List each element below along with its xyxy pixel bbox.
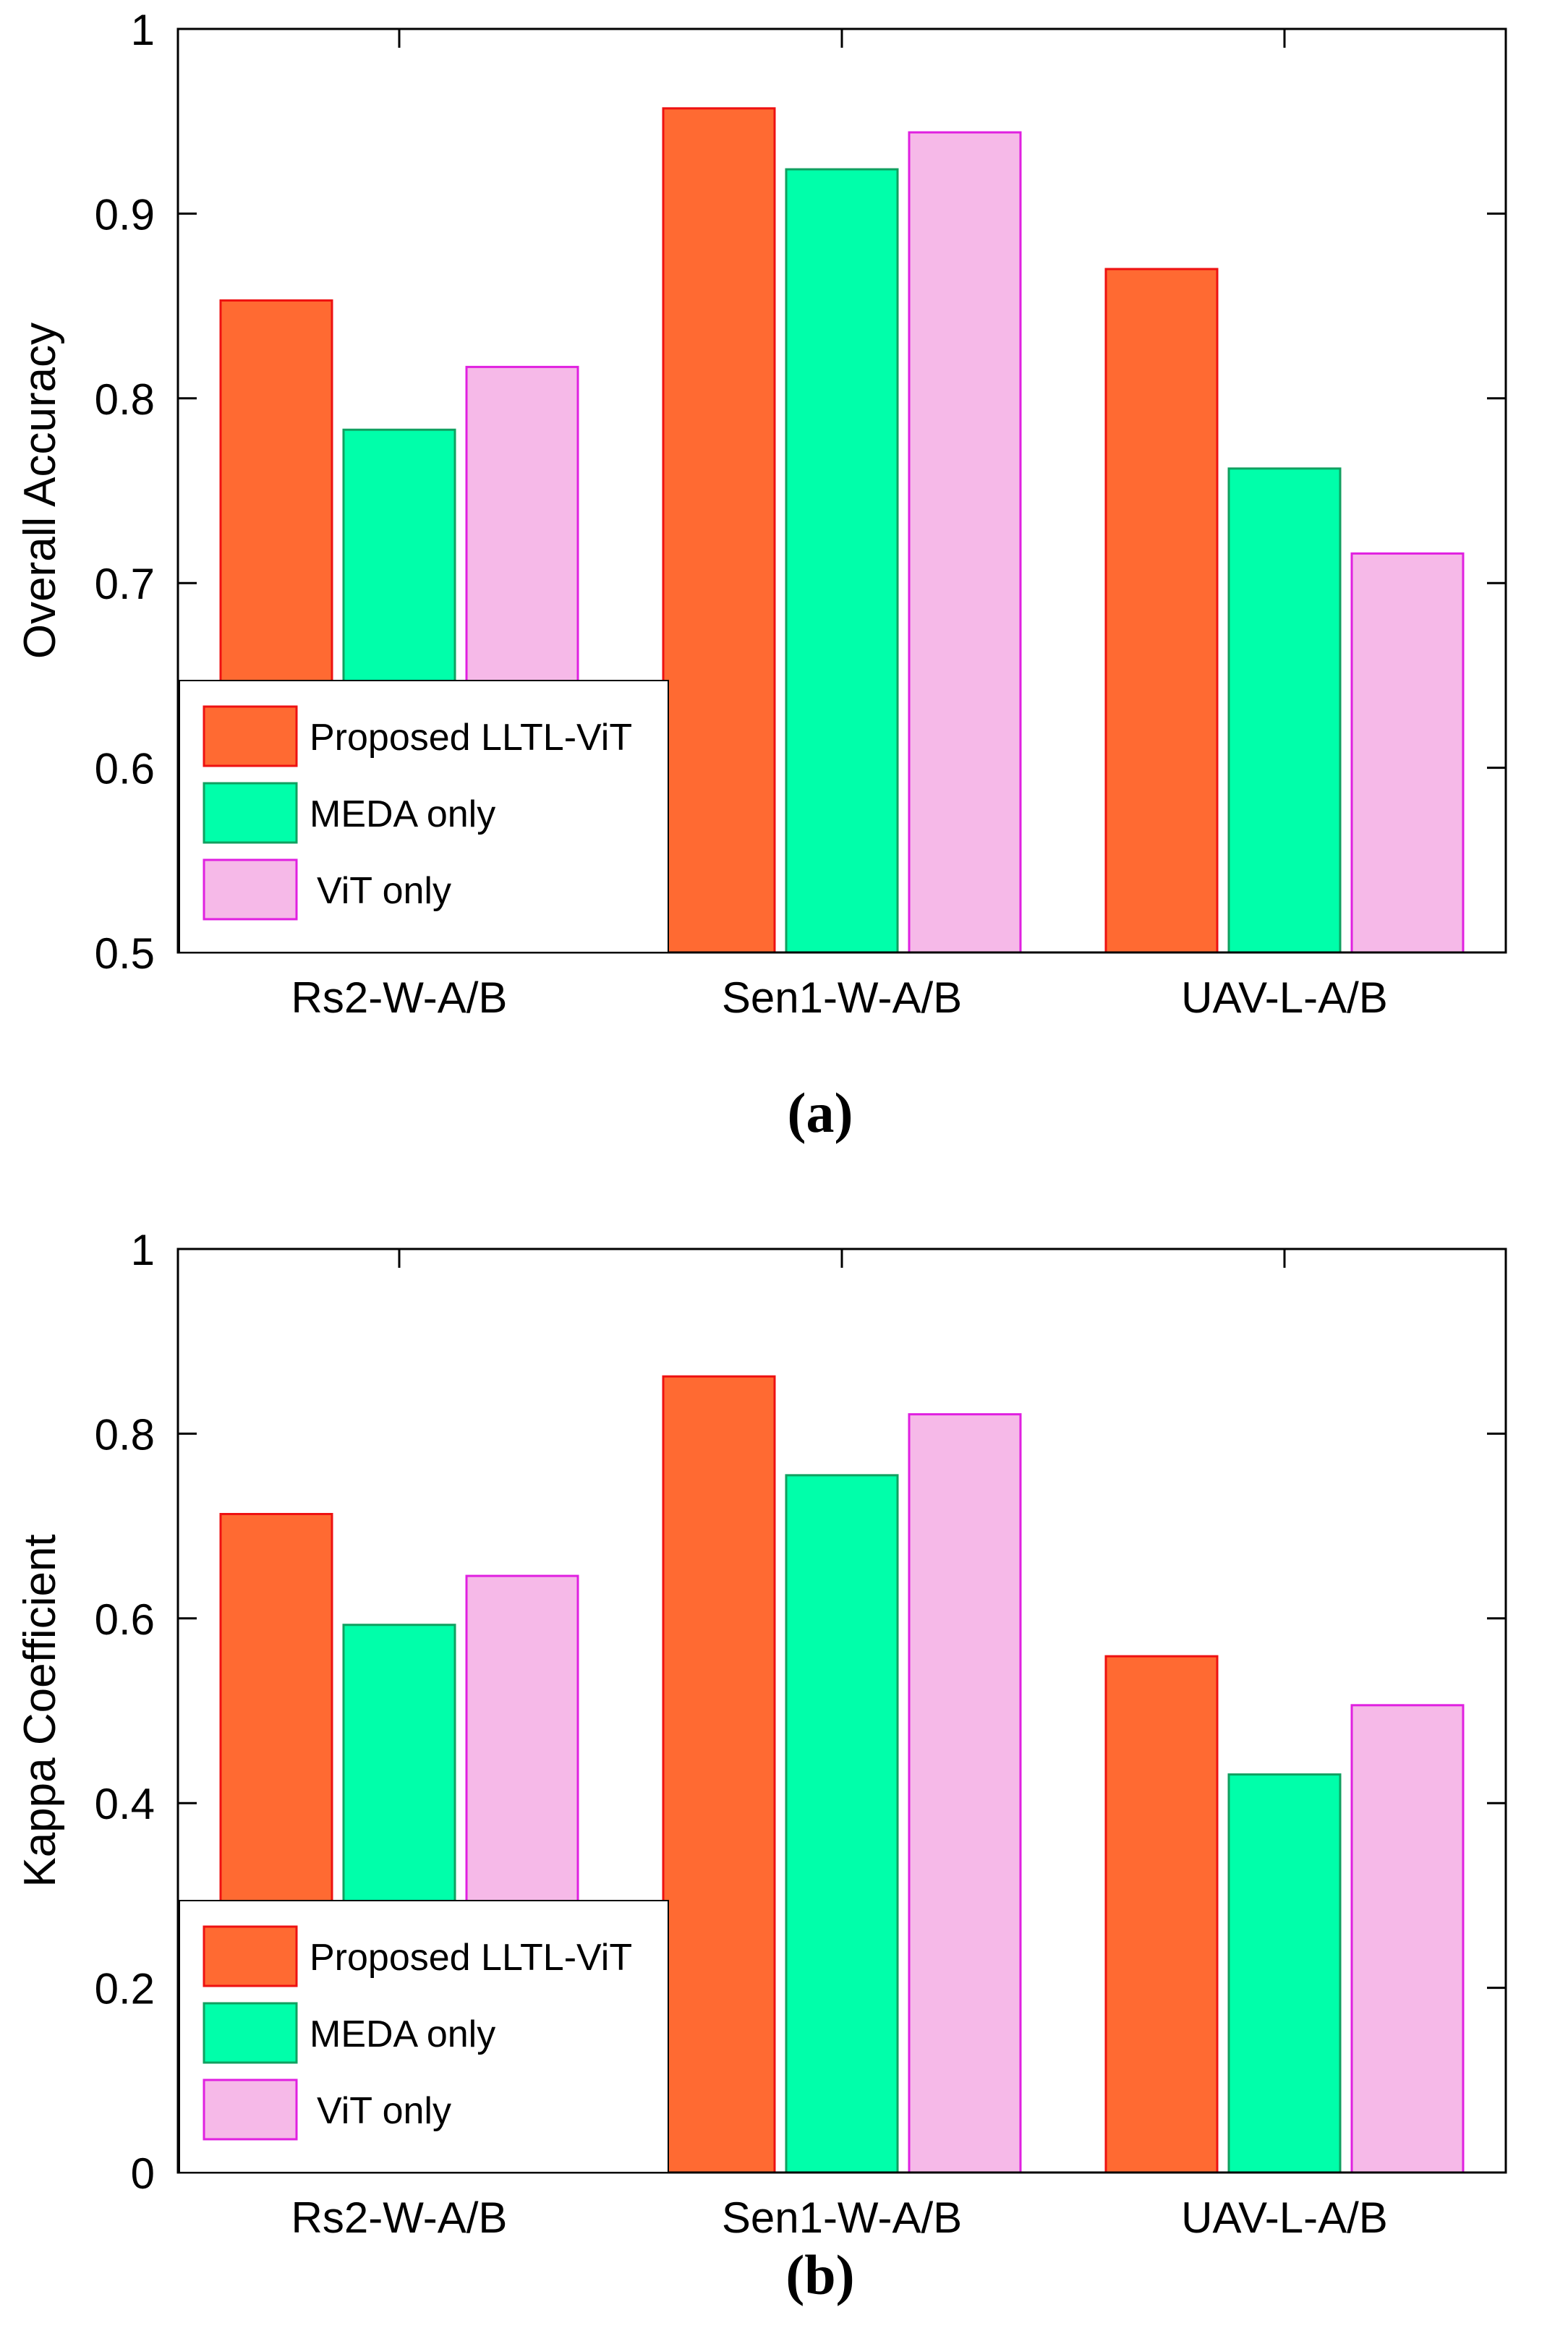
legend-label: ViT only (317, 870, 451, 912)
y-tick-label: 0.7 (95, 560, 155, 608)
legend-swatch (203, 782, 298, 844)
y-tick-label: 0.4 (95, 1780, 155, 1828)
legend-label: Proposed LLTL-ViT (310, 717, 632, 759)
legend-label: MEDA only (310, 2013, 495, 2055)
bar-vit-only-2 (908, 1413, 1022, 2174)
x-tick-label: Rs2-W-A/B (291, 2193, 508, 2242)
y-tick-label: 1 (131, 1226, 155, 1274)
y-tick-label: 0 (131, 2149, 155, 2198)
y-tick-label: 0.8 (95, 375, 155, 424)
bar-meda-only-2 (785, 168, 899, 954)
bar-proposed-lltl-vit-2 (662, 1375, 776, 2174)
y-tick-label: 0.6 (95, 745, 155, 793)
bar-meda-only-3 (1227, 467, 1342, 954)
legend-label: ViT only (317, 2090, 451, 2132)
y-tick-label: 0.5 (95, 929, 155, 978)
y-tick-label: 1 (131, 6, 155, 54)
y-tick-label: 0.8 (95, 1410, 155, 1459)
legend: Proposed LLTL-ViT MEDA only ViT only (179, 1900, 669, 2173)
bar-proposed-lltl-vit-2 (662, 107, 776, 954)
bar-proposed-lltl-vit-3 (1104, 1655, 1219, 2174)
bar-proposed-lltl-vit-3 (1104, 268, 1219, 954)
legend: Proposed LLTL-ViT MEDA only ViT only (179, 680, 669, 953)
legend-swatch (203, 2002, 298, 2064)
chart-overall-accuracy: 0.5 0.6 0.7 0.8 0.9 1 Rs2-W-A/B Sen1-W-A/B UAV-L… (15, 6, 1507, 1144)
chart-kappa-coefficient: 0 0.2 0.4 0.6 0.8 1 Rs2-W-A/B Sen1-W-A/B UAV-L-A… (15, 1226, 1507, 2306)
bar-vit-only-3 (1350, 552, 1465, 954)
legend-swatch (203, 705, 298, 767)
y-tick-label: 0.2 (95, 1965, 155, 2013)
bar-vit-only-2 (908, 131, 1022, 954)
bar-meda-only-3 (1227, 1773, 1342, 2174)
panel-label: (b) (785, 2243, 854, 2306)
legend-swatch (203, 1925, 298, 1987)
bar-meda-only-2 (785, 1474, 899, 2174)
y-tick-label: 0.6 (95, 1595, 155, 1644)
y-axis-title: Overall Accuracy (15, 323, 65, 659)
legend-label: MEDA only (310, 793, 495, 835)
legend-label: Proposed LLTL-ViT (310, 1937, 632, 1979)
bar-vit-only-3 (1350, 1704, 1465, 2174)
legend-swatch (203, 858, 298, 921)
y-tick-label: 0.9 (95, 190, 155, 239)
x-tick-label: UAV-L-A/B (1181, 2193, 1388, 2242)
x-tick-label: Rs2-W-A/B (291, 973, 508, 1022)
y-axis-title: Kappa Coefficient (15, 1534, 65, 1887)
panel-label: (a) (788, 1081, 853, 1144)
x-tick-label: Sen1-W-A/B (722, 2193, 962, 2242)
legend-swatch (203, 2078, 298, 2141)
x-tick-label: Sen1-W-A/B (722, 973, 962, 1022)
x-tick-label: UAV-L-A/B (1181, 973, 1388, 1022)
